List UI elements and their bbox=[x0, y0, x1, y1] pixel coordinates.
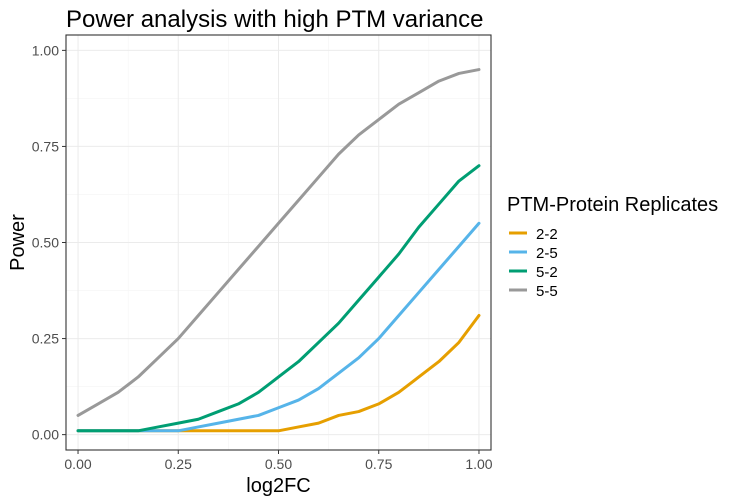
series-line-5-5 bbox=[76, 68, 481, 417]
y-tick-label: 0.25 bbox=[32, 331, 59, 347]
legend-label-2-2: 2-2 bbox=[536, 226, 558, 243]
legend-label-5-2: 5-2 bbox=[536, 264, 558, 281]
series-lines bbox=[76, 68, 481, 433]
legend: PTM-Protein Replicates 2-2 2-5 5-2 5-5 bbox=[507, 194, 718, 300]
x-tick-label: 0.50 bbox=[265, 456, 292, 472]
legend-items: 2-2 2-5 5-2 5-5 bbox=[509, 226, 558, 300]
y-tick-label: 0.50 bbox=[32, 235, 59, 251]
legend-title: PTM-Protein Replicates bbox=[507, 194, 718, 216]
x-axis: 0.00 0.25 0.50 0.75 1.00 bbox=[64, 450, 493, 472]
x-tick-label: 0.00 bbox=[64, 456, 91, 472]
legend-label-5-5: 5-5 bbox=[536, 283, 558, 300]
x-axis-title: log2FC bbox=[246, 475, 310, 497]
grid-major bbox=[66, 35, 491, 450]
y-axis: 0.00 0.25 0.50 0.75 1.00 bbox=[32, 42, 66, 443]
y-axis-title: Power bbox=[7, 214, 29, 271]
x-tick-label: 0.25 bbox=[165, 456, 192, 472]
series-line-5-2 bbox=[76, 164, 481, 433]
x-tick-label: 0.75 bbox=[365, 456, 392, 472]
y-tick-label: 0.00 bbox=[32, 427, 59, 443]
legend-label-2-5: 2-5 bbox=[536, 245, 558, 262]
x-tick-label: 1.00 bbox=[465, 456, 492, 472]
chart-title: Power analysis with high PTM variance bbox=[66, 6, 484, 33]
y-tick-label: 1.00 bbox=[32, 42, 59, 58]
y-tick-label: 0.75 bbox=[32, 138, 59, 154]
plot-panel bbox=[65, 34, 492, 451]
